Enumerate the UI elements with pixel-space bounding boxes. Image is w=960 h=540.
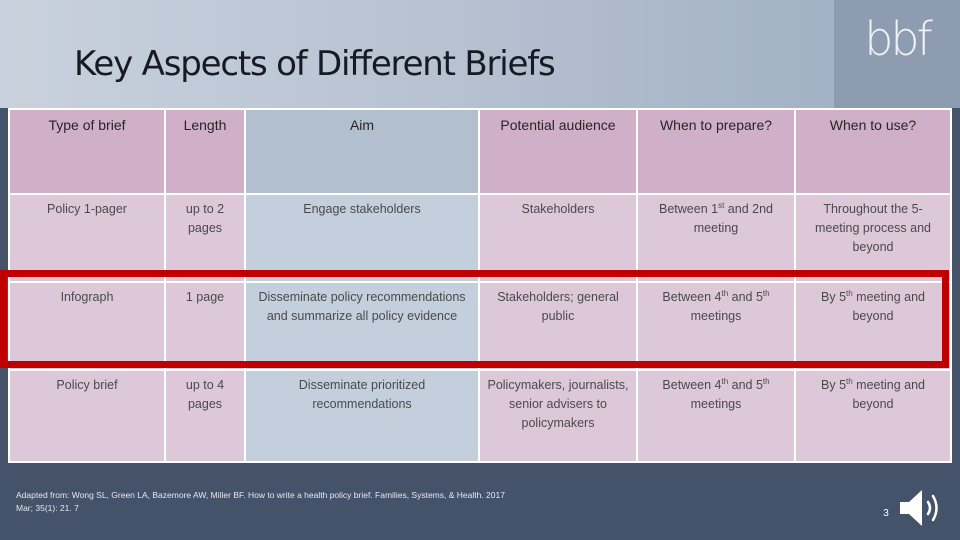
cell-length: up to 2 pages [166,194,244,281]
cell-use: Throughout the 5-meeting process and bey… [796,194,950,281]
cell-aim: Engage stakeholders [246,194,478,281]
header-when-to-use: When to use? [796,110,950,193]
source-citation: Adapted from: Wong SL, Green LA, Bazemor… [16,490,505,513]
cell-type: Infograph [10,282,164,369]
table-row: Policy 1-pager up to 2 pages Engage stak… [10,194,950,281]
cell-prepare: Between 4th and 5th meetings [638,282,794,369]
cell-audience: Stakeholders [480,194,636,281]
footer-band [0,468,960,540]
header-potential-audience: Potential audience [480,110,636,193]
table-header-row: Type of brief Length Aim Potential audie… [10,110,950,193]
header-length: Length [166,110,244,193]
cell-use: By 5th meeting and beyond [796,370,950,461]
cell-length: 1 page [166,282,244,369]
cell-audience: Policymakers, journalists, senior advise… [480,370,636,461]
speaker-icon[interactable] [898,487,944,529]
header-type-of-brief: Type of brief [10,110,164,193]
cell-type: Policy brief [10,370,164,461]
cell-length: up to 4 pages [166,370,244,461]
cell-aim: Disseminate prioritized recommendations [246,370,478,461]
slide-title: Key Aspects of Different Briefs [74,44,556,84]
cell-use: By 5th meeting and beyond [796,282,950,369]
cell-type: Policy 1-pager [10,194,164,281]
title-band [0,0,960,108]
cell-audience: Stakeholders; general public [480,282,636,369]
table-row: Policy brief up to 4 pages Disseminate p… [10,370,950,461]
logo-box: bbf [834,0,960,108]
bbf-logo: bbf [864,12,933,66]
header-aim: Aim [246,110,478,193]
cell-aim: Disseminate policy recommendations and s… [246,282,478,369]
cell-prepare: Between 4th and 5th meetings [638,370,794,461]
table-row: Infograph 1 page Disseminate policy reco… [10,282,950,369]
cell-prepare: Between 1st and 2nd meeting [638,194,794,281]
header-when-to-prepare: When to prepare? [638,110,794,193]
page-number: 3 [883,508,889,519]
briefs-table: Type of brief Length Aim Potential audie… [8,108,952,463]
